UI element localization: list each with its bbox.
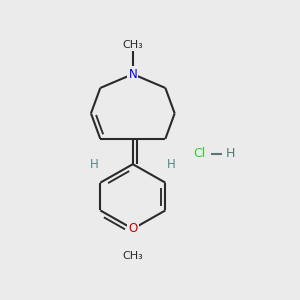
Text: CH₃: CH₃	[122, 40, 143, 50]
Text: N: N	[128, 68, 137, 81]
Text: H: H	[90, 158, 99, 171]
Text: O: O	[128, 222, 137, 236]
Text: H: H	[226, 147, 235, 160]
Text: H: H	[167, 158, 175, 171]
Text: CH₃: CH₃	[122, 251, 143, 261]
Text: Cl: Cl	[193, 147, 205, 160]
